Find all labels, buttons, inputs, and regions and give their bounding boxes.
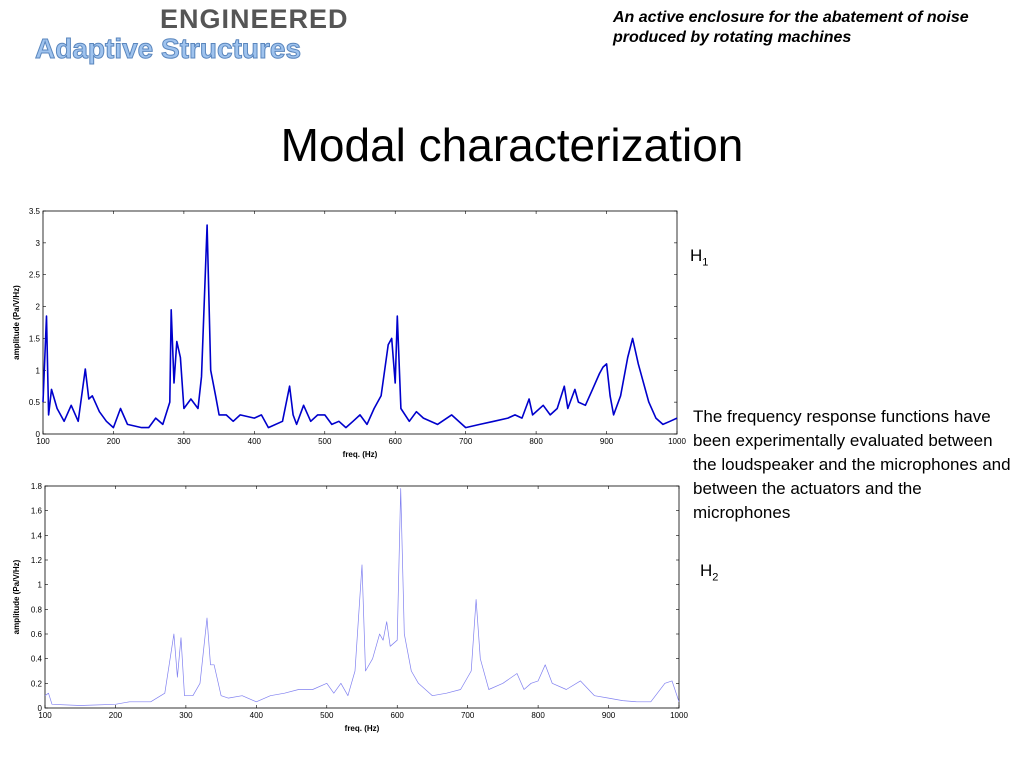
y-tick-label: 0.6 [31,630,43,639]
x-axis-label: freq. (Hz) [345,724,380,733]
y-tick-label: 0.8 [31,605,43,614]
x-tick-label: 700 [461,711,475,720]
x-tick-label: 100 [36,437,50,446]
line [42,224,678,429]
description: The frequency response functions have be… [693,407,1011,522]
y-tick-label: 0 [38,704,43,713]
x-tick-label: 300 [179,711,193,720]
x-tick-label: 800 [531,711,545,720]
x-tick-label: 500 [320,711,334,720]
x-tick-label: 600 [391,711,405,720]
y-tick-label: 0.5 [29,398,41,407]
y-tick-label: 0 [36,430,41,439]
y-axis-label: amplitude (Pa/V/Hz) [12,559,21,634]
header: An active enclosure for the abatement of… [613,9,969,46]
x-tick-label: 900 [602,711,616,720]
x-tick-label: 100 [38,711,52,720]
y-tick-label: 1.5 [29,334,41,343]
logo-line2: Adaptive Structures [34,33,302,65]
x-tick-label: 400 [250,711,264,720]
x-tick-label: 200 [109,711,123,720]
x-tick-label: 1000 [668,437,686,446]
y-tick-label: 1.4 [31,531,43,540]
plot-box [42,210,678,435]
label-text: H [700,561,713,580]
y-tick-label: 1.2 [31,556,43,565]
y-tick-label: 1 [38,581,43,590]
chart-label: H1 [690,246,708,268]
y-tick-label: 1.6 [31,507,43,516]
label-sub: 2 [712,571,719,584]
label-sub: 1 [702,256,709,269]
plot-box [44,485,680,709]
x-tick-label: 600 [389,437,403,446]
y-axis-label: amplitude (Pa/V/Hz) [12,285,21,360]
y-tick-label: 3 [36,239,41,248]
chart-label: H2 [700,561,718,583]
x-tick-label: 300 [177,437,191,446]
x-tick-label: 800 [529,437,543,446]
x-tick-label: 500 [318,437,332,446]
y-tick-label: 1 [36,366,41,375]
y-tick-label: 1.8 [31,482,43,491]
label-text: H [690,246,703,265]
y-tick-label: 3.5 [29,207,41,216]
y-tick-label: 0.4 [31,655,43,664]
x-axis-label: freq. (Hz) [343,450,378,459]
x-tick-label: 200 [107,437,121,446]
x-tick-label: 700 [459,437,473,446]
logo-line1: ENGINEERED [160,4,349,34]
y-tick-label: 0.2 [31,679,43,688]
title: Modal characterization [280,119,744,171]
y-tick-label: 2.5 [29,271,41,280]
y-tick-label: 2 [36,303,41,312]
x-tick-label: 900 [600,437,614,446]
line [44,488,680,706]
x-tick-label: 400 [248,437,262,446]
x-tick-label: 1000 [670,711,688,720]
